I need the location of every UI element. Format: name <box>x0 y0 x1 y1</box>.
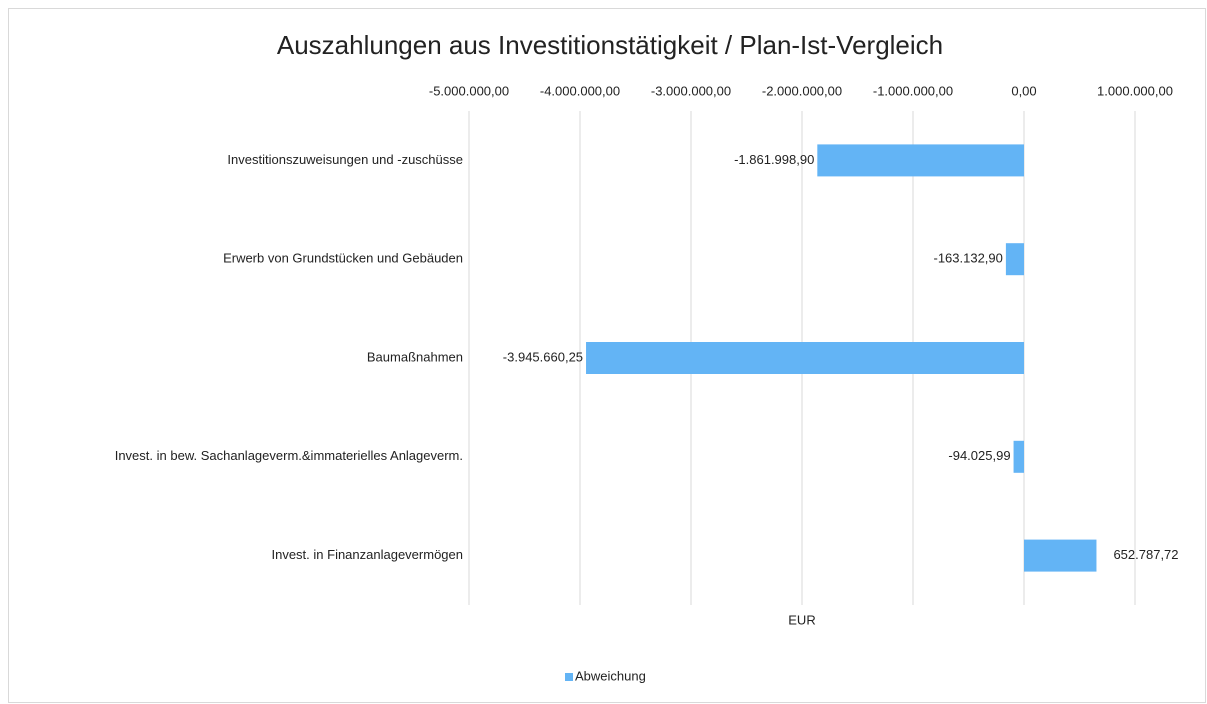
x-tick-label: -3.000.000,00 <box>651 83 731 98</box>
chart-title: Auszahlungen aus Investitionstätigkeit /… <box>277 30 943 60</box>
bar <box>1024 539 1097 572</box>
x-tick-label: -4.000.000,00 <box>540 83 620 98</box>
x-tick-label: 0,00 <box>1011 83 1036 98</box>
x-tick-label: -5.000.000,00 <box>429 83 509 98</box>
x-tick-label: -2.000.000,00 <box>762 83 842 98</box>
y-tick-label: Invest. in bew. Sachanlageverm.&immateri… <box>115 448 463 463</box>
data-label: -1.861.998,90 <box>734 152 814 167</box>
bar <box>586 342 1024 374</box>
y-tick-label: Invest. in Finanzanlagevermögen <box>271 547 463 562</box>
x-axis-label: EUR <box>788 612 815 627</box>
x-tick-label: -1.000.000,00 <box>873 83 953 98</box>
legend-swatch <box>565 673 573 681</box>
x-tick-label: 1.000.000,00 <box>1097 83 1173 98</box>
legend-label: Abweichung <box>575 668 646 683</box>
y-tick-label: Investitionszuweisungen und -zuschüsse <box>227 152 463 167</box>
data-label: -3.945.660,25 <box>503 349 583 364</box>
data-label: -94.025,99 <box>948 448 1010 463</box>
data-label: 652.787,72 <box>1113 547 1178 562</box>
bar <box>1013 440 1024 473</box>
y-tick-label: Baumaßnahmen <box>367 349 463 364</box>
bar <box>817 144 1024 177</box>
bar <box>1005 243 1024 276</box>
y-tick-label: Erwerb von Grundstücken und Gebäuden <box>223 251 463 266</box>
data-label: -163.132,90 <box>933 251 1002 266</box>
